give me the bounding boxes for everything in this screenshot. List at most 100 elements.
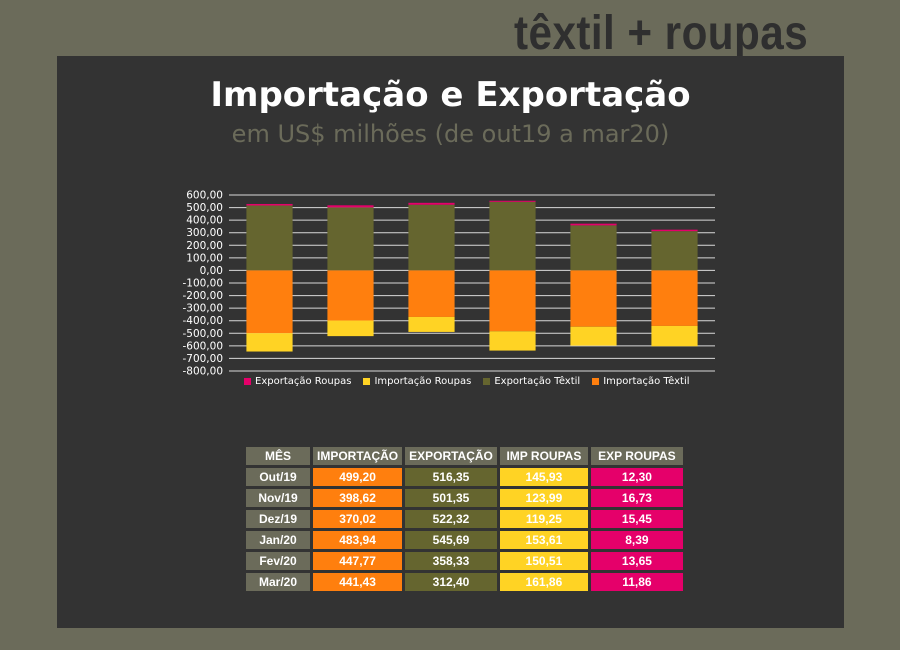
table-row: Fev/20 447,77 358,33 150,51 13,65 (246, 552, 683, 570)
cell-exp-roupas: 13,65 (590, 552, 683, 570)
bar-segment (408, 270, 455, 317)
legend-label-exportacao-textil: Exportação Têxtil (494, 376, 581, 387)
chart-title: Importação e Exportação (210, 75, 691, 115)
header-exportacao: EXPORTAÇÃO (405, 447, 497, 465)
chart-subtitle: em US$ milhões (de out19 a mar20) (231, 120, 670, 148)
bar-segment (327, 270, 374, 321)
y-tick-label: -300,00 (182, 303, 223, 315)
header-exp-roupas: EXP ROUPAS (590, 447, 683, 465)
y-tick-label: -800,00 (182, 366, 223, 378)
y-tick-label: 400,00 (186, 215, 223, 227)
y-tick-label: -100,00 (182, 278, 223, 290)
cell-mes: Mar/20 (246, 573, 310, 591)
bar-segment (570, 270, 617, 327)
bar-segment (246, 270, 293, 334)
y-tick-label: 100,00 (186, 252, 223, 264)
bar-segment (408, 316, 455, 332)
table-row: Mar/20 441,43 312,40 161,86 11,86 (246, 573, 683, 591)
cell-imp-roupas: 161,86 (499, 573, 588, 591)
brand-logo-text: têxtil + roupas (514, 7, 809, 60)
cell-imp-roupas: 123,99 (499, 489, 588, 507)
y-tick-label: 0,00 (200, 265, 223, 277)
y-tick-label: -400,00 (182, 315, 223, 327)
y-tick-label: 600,00 (186, 190, 223, 202)
cell-exportacao: 516,35 (405, 468, 497, 486)
legend-label-importacao-textil: Importação Têxtil (603, 376, 690, 387)
legend-item-importacao-textil: Importação Têxtil (592, 376, 690, 387)
table-row: Dez/19 370,02 522,32 119,25 15,45 (246, 510, 683, 528)
bar-segment (489, 331, 536, 351)
cell-imp-roupas: 150,51 (499, 552, 588, 570)
stacked-bar-chart: 600,00500,00400,00300,00200,00100,000,00… (182, 190, 715, 378)
legend-label-exportacao-roupas: Exportação Roupas (255, 376, 352, 387)
cell-importacao: 447,77 (313, 552, 403, 570)
bar-segment (570, 223, 617, 226)
cell-mes: Out/19 (246, 468, 310, 486)
bar-segment (651, 229, 698, 232)
legend-item-exportacao-roupas: Exportação Roupas (244, 376, 351, 387)
y-tick-label: -600,00 (182, 340, 223, 352)
bar-segment (651, 231, 698, 271)
bar-segment (651, 325, 698, 347)
legend-swatch-exportacao-textil (483, 378, 491, 385)
legend-swatch-exportacao-roupas (244, 378, 251, 385)
legend-item-exportacao-textil: Exportação Têxtil (483, 376, 580, 387)
bar-segment (489, 201, 536, 271)
cell-importacao: 398,62 (313, 489, 403, 507)
cell-imp-roupas: 119,25 (499, 510, 588, 528)
bar-segment (246, 205, 293, 271)
chart-legend: Exportação Roupas Importação Roupas Expo… (244, 376, 690, 387)
bar-segment (489, 270, 536, 332)
cell-exportacao: 545,69 (405, 531, 497, 549)
table-header-row: MÊS IMPORTAÇÃO EXPORTAÇÃO IMP ROUPAS EXP… (246, 447, 683, 465)
y-tick-label: 300,00 (186, 227, 223, 239)
cell-exp-roupas: 8,39 (590, 531, 683, 549)
cell-exp-roupas: 12,30 (590, 468, 683, 486)
legend-swatch-importacao-textil (592, 378, 600, 385)
cell-importacao: 483,94 (313, 531, 403, 549)
y-tick-label: 500,00 (186, 202, 223, 214)
cell-mes: Jan/20 (246, 531, 310, 549)
cell-importacao: 499,20 (313, 468, 403, 486)
y-tick-label: -200,00 (182, 290, 223, 302)
bar-segment (327, 207, 374, 271)
bar-segment (651, 270, 698, 326)
table-row: Jan/20 483,94 545,69 153,61 8,39 (246, 531, 683, 549)
chart-panel: Importação e Exportação em US$ milhões (… (57, 56, 844, 628)
bar-segment (408, 202, 455, 205)
cell-exportacao: 312,40 (405, 573, 497, 591)
bar-segment (489, 200, 536, 202)
y-tick-label: -500,00 (182, 328, 223, 340)
cell-exportacao: 522,32 (405, 510, 497, 528)
bar-segment (570, 326, 617, 346)
bar-segment (327, 205, 374, 208)
table-row: Out/19 499,20 516,35 145,93 12,30 (246, 468, 683, 486)
bar-segment (246, 203, 293, 206)
cell-mes: Dez/19 (246, 510, 310, 528)
cell-exp-roupas: 15,45 (590, 510, 683, 528)
cell-imp-roupas: 153,61 (499, 531, 588, 549)
cell-exportacao: 501,35 (405, 489, 497, 507)
bar-segment (570, 225, 617, 271)
cell-mes: Fev/20 (246, 552, 310, 570)
cell-importacao: 370,02 (313, 510, 403, 528)
header-importacao: IMPORTAÇÃO (313, 447, 403, 465)
bar-segment (327, 320, 374, 337)
y-tick-label: 200,00 (186, 240, 223, 252)
y-tick-label: -700,00 (182, 353, 223, 365)
legend-item-importacao-roupas: Importação Roupas (363, 376, 471, 387)
header-mes: MÊS (246, 447, 310, 465)
cell-exp-roupas: 11,86 (590, 573, 683, 591)
bar-segment (246, 333, 293, 352)
cell-exportacao: 358,33 (405, 552, 497, 570)
legend-label-importacao-roupas: Importação Roupas (374, 376, 472, 387)
cell-exp-roupas: 16,73 (590, 489, 683, 507)
header-imp-roupas: IMP ROUPAS (499, 447, 588, 465)
bar-segment (408, 204, 455, 271)
data-table: MÊS IMPORTAÇÃO EXPORTAÇÃO IMP ROUPAS EXP… (243, 444, 686, 594)
legend-swatch-importacao-roupas (363, 378, 371, 385)
cell-importacao: 441,43 (313, 573, 403, 591)
cell-mes: Nov/19 (246, 489, 310, 507)
table-row: Nov/19 398,62 501,35 123,99 16,73 (246, 489, 683, 507)
cell-imp-roupas: 145,93 (499, 468, 588, 486)
